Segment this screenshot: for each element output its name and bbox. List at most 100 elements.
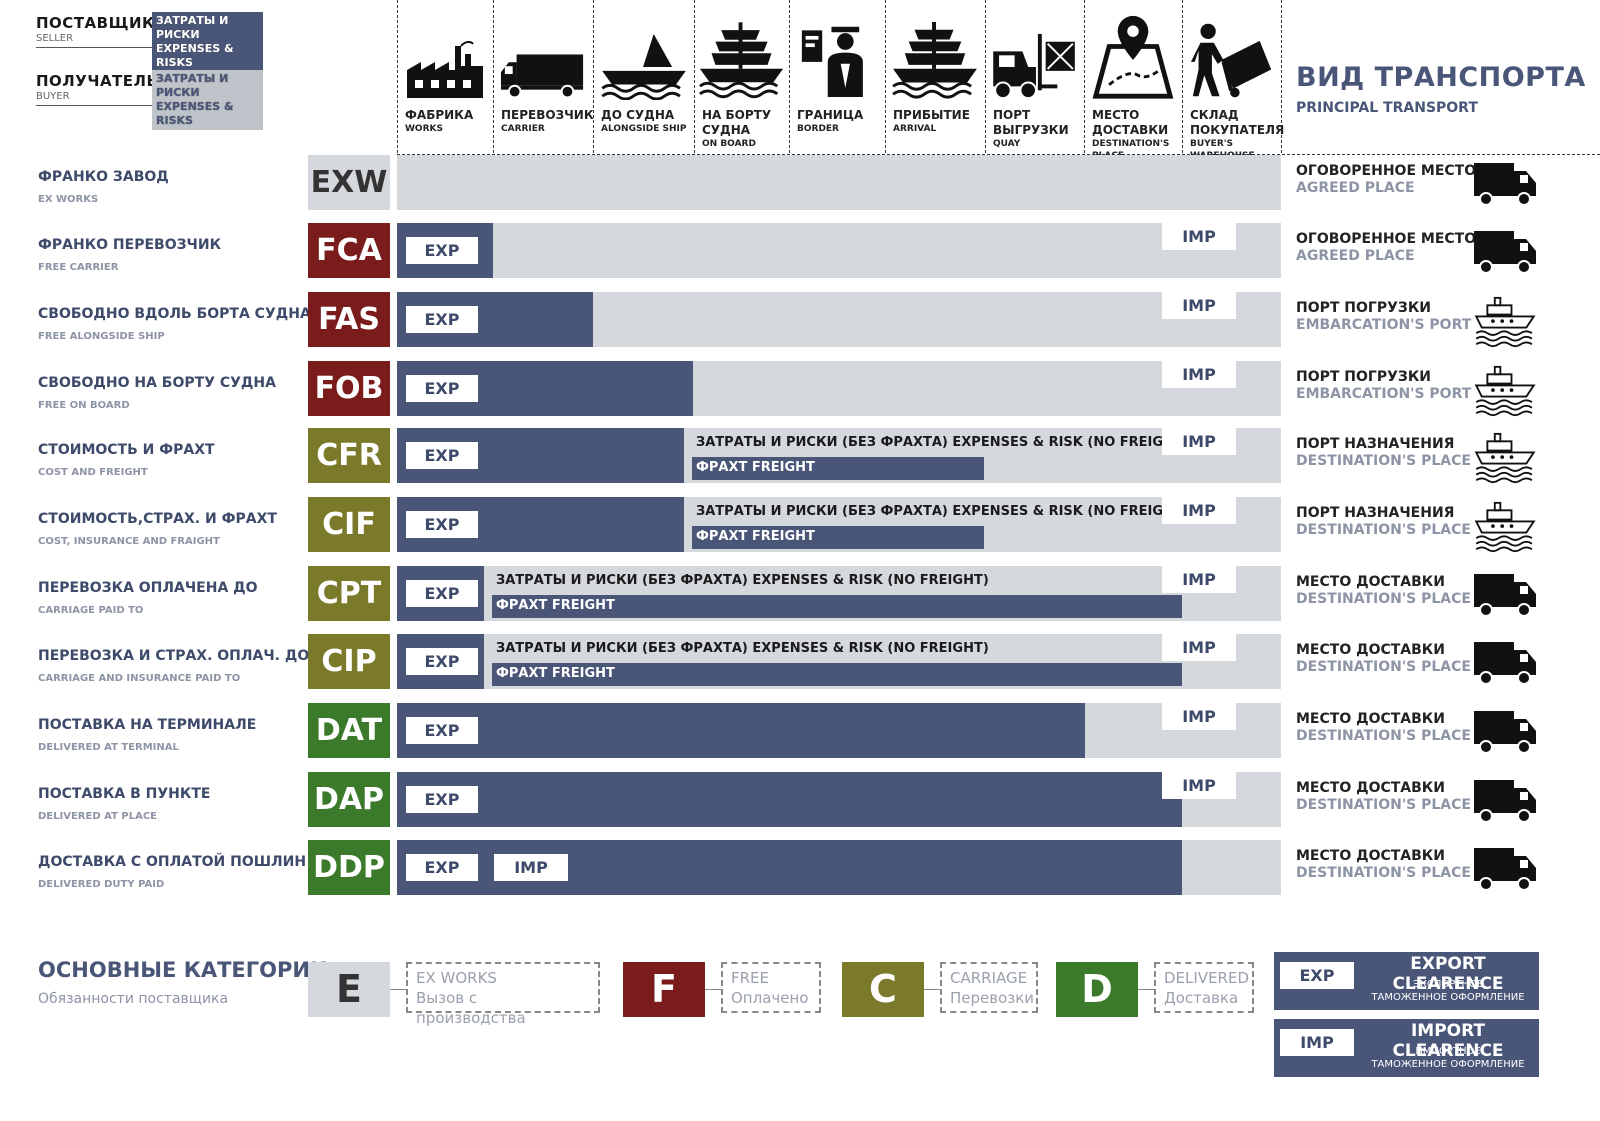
destination-ru: МЕСТО ДОСТАВКИ <box>1296 711 1445 727</box>
incoterm-code: DAP <box>308 772 390 827</box>
column-label-en: CARRIER <box>501 124 545 134</box>
imp-tag: IMP <box>1162 566 1236 593</box>
exp-tag: EXP <box>406 511 478 538</box>
import-title: IMPORT CLEARENCE <box>1392 1021 1504 1061</box>
exp-tag: EXP <box>406 580 478 607</box>
imp-tag: IMP <box>494 854 568 881</box>
seller-subtitle: SELLER <box>36 33 74 44</box>
category-ru: Перевозки <box>950 989 1035 1007</box>
column-divider <box>985 0 986 153</box>
column-label-ru: ПРИБЫТИЕ <box>893 108 970 122</box>
row-title-en: FREE CARRIER <box>38 262 119 273</box>
boat-icon <box>597 14 690 100</box>
row-title-ru: ДОСТАВКА С ОПЛАТОЙ ПОШЛИН <box>38 854 307 870</box>
row-title-ru: ПЕРЕВОЗКА ОПЛАЧЕНА ДО <box>38 580 258 596</box>
freight-bar: ФРАХТ FREIGHT <box>492 595 1182 618</box>
incoterm-code: CPT <box>308 566 390 621</box>
column-label-en: BORDER <box>797 124 839 134</box>
freight-bar: ФРАХТ FREIGHT <box>692 526 984 549</box>
destination-ru: МЕСТО ДОСТАВКИ <box>1296 848 1445 864</box>
column-divider <box>593 0 594 153</box>
category-en: FREE <box>731 969 770 987</box>
seller-cost-bar <box>397 772 1182 827</box>
category-letter-box: C <box>842 962 924 1017</box>
border-officer-icon <box>793 14 881 100</box>
incoterm-code: DDP <box>308 840 390 895</box>
category-connector <box>924 989 940 990</box>
column-label: ДО СУДНА ALONGSIDE SHIP <box>601 108 692 135</box>
column-label-ru: СКЛАД ПОКУПАТЕЛЯ <box>1190 108 1285 137</box>
destination-ru: ПОРТ НАЗНАЧЕНИЯ <box>1296 505 1455 521</box>
truck-icon <box>1472 159 1538 207</box>
imp-tag: IMP <box>1162 428 1236 455</box>
seller-box-ru: ЗАТРАТЫ И РИСКИ <box>156 14 229 41</box>
imp-tag: IMP <box>1162 292 1236 319</box>
import-tag: IMP <box>1280 1029 1354 1056</box>
destination-en: DESTINATION'S PLACE <box>1296 453 1471 469</box>
truck-icon <box>1472 776 1538 824</box>
column-divider <box>397 0 398 153</box>
category-ru: Доставка <box>1164 989 1239 1007</box>
row-title-en: COST, INSURANCE AND FRAIGHT <box>38 536 220 547</box>
column-label: ГРАНИЦА BORDER <box>797 108 883 135</box>
header-baseline <box>397 154 1600 155</box>
truck-icon <box>1472 570 1538 618</box>
column-label-en: QUAY <box>993 139 1021 149</box>
seller-box-en: EXPENSES & RISKS <box>156 42 234 69</box>
destination-ru: МЕСТО ДОСТАВКИ <box>1296 574 1445 590</box>
import-sub1: ИМПОРТНОЕ <box>1415 1046 1481 1057</box>
column-divider <box>789 0 790 153</box>
truck-icon <box>1472 844 1538 892</box>
ship-icon <box>1472 501 1538 553</box>
imp-tag: IMP <box>1162 772 1236 799</box>
row-title-en: EX WORKS <box>38 194 99 205</box>
forklift-icon <box>989 14 1080 100</box>
export-clearence-box: EXP EXPORT CLEARENCE ЭКСПОРТНОЕ ТАМОЖЕННО… <box>1274 952 1539 1010</box>
no-freight-cost-bar: ЗАТРАТЫ И РИСКИ (БЕЗ ФРАХТА) EXPENSES & … <box>492 570 1162 592</box>
incoterm-code: CIP <box>308 634 390 689</box>
buyer-box-ru: ЗАТРАТЫ И РИСКИ <box>156 72 229 99</box>
column-label: ФАБРИКА WORKS <box>405 108 491 135</box>
export-sub1: ЭКСПОРТНОЕ <box>1412 979 1484 990</box>
truck-icon <box>1472 707 1538 755</box>
no-freight-cost-bar: ЗАТРАТЫ И РИСКИ (БЕЗ ФРАХТА) EXPENSES & … <box>492 638 1162 660</box>
row-title-en: DELIVERED DUTY PAID <box>38 879 165 890</box>
category-ru: Оплачено <box>731 989 809 1007</box>
exp-tag: EXP <box>406 717 478 744</box>
exp-tag: EXP <box>406 306 478 333</box>
row-band <box>397 223 1281 278</box>
row-title-ru: ПОСТАВКА НА ТЕРМИНАЛЕ <box>38 717 257 733</box>
destination-en: EMBARCATION'S PORT <box>1296 386 1472 402</box>
no-freight-cost-bar: ЗАТРАТЫ И РИСКИ (БЕЗ ФРАХТА) EXPENSES & … <box>692 432 1189 454</box>
destination-en: DESTINATION'S PLACE <box>1296 728 1471 744</box>
imp-tag: IMP <box>1162 703 1236 730</box>
ship-icon <box>889 14 981 100</box>
column-label-en: ARRIVAL <box>893 124 937 134</box>
destination-ru: ПОРТ НАЗНАЧЕНИЯ <box>1296 436 1455 452</box>
export-tag: EXP <box>1280 962 1354 989</box>
column-divider <box>1281 0 1282 153</box>
row-title-en: CARRIAGE AND INSURANCE PAID TO <box>38 673 241 684</box>
column-label: ПЕРЕВОЗЧИК CARRIER <box>501 108 594 135</box>
truck-icon <box>1472 638 1538 686</box>
category-ru: Вызов с производства <box>416 989 526 1027</box>
exp-tag: EXP <box>406 375 478 402</box>
imp-tag: IMP <box>1162 634 1236 661</box>
exp-tag: EXP <box>406 442 478 469</box>
import-sub: ИМПОРТНОЕ ТАМОЖЕННОЕ ОФОРМЛЕНИЕ <box>1358 1045 1538 1071</box>
column-label-ru: ДО СУДНА <box>601 108 675 122</box>
row-title-en: CARRIAGE PAID TO <box>38 605 144 616</box>
column-label: ПРИБЫТИЕ ARRIVAL <box>893 108 983 135</box>
destination-ru: ПОРТ ПОГРУЗКИ <box>1296 369 1432 385</box>
column-divider <box>1084 0 1085 153</box>
buyer-expenses-box: ЗАТРАТЫ И РИСКИ EXPENSES & RISKS <box>152 70 263 130</box>
row-title-en: FREE ALONGSIDE SHIP <box>38 331 165 342</box>
destination-en: DESTINATION'S PLACE <box>1296 522 1471 538</box>
column-label-ru: ФАБРИКА <box>405 108 474 122</box>
category-en: EX WORKS <box>416 969 497 987</box>
export-sub: ЭКСПОРТНОЕ ТАМОЖЕННОЕ ОФОРМЛЕНИЕ <box>1358 978 1538 1004</box>
legend-title: ОСНОВНЫЕ КАТЕГОРИИ <box>38 958 328 982</box>
row-title-ru: ПОСТАВКА В ПУНКТЕ <box>38 786 211 802</box>
incoterm-code: FAS <box>308 292 390 347</box>
